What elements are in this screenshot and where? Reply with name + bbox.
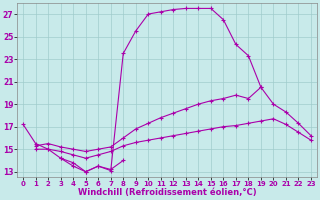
- X-axis label: Windchill (Refroidissement éolien,°C): Windchill (Refroidissement éolien,°C): [78, 188, 256, 197]
